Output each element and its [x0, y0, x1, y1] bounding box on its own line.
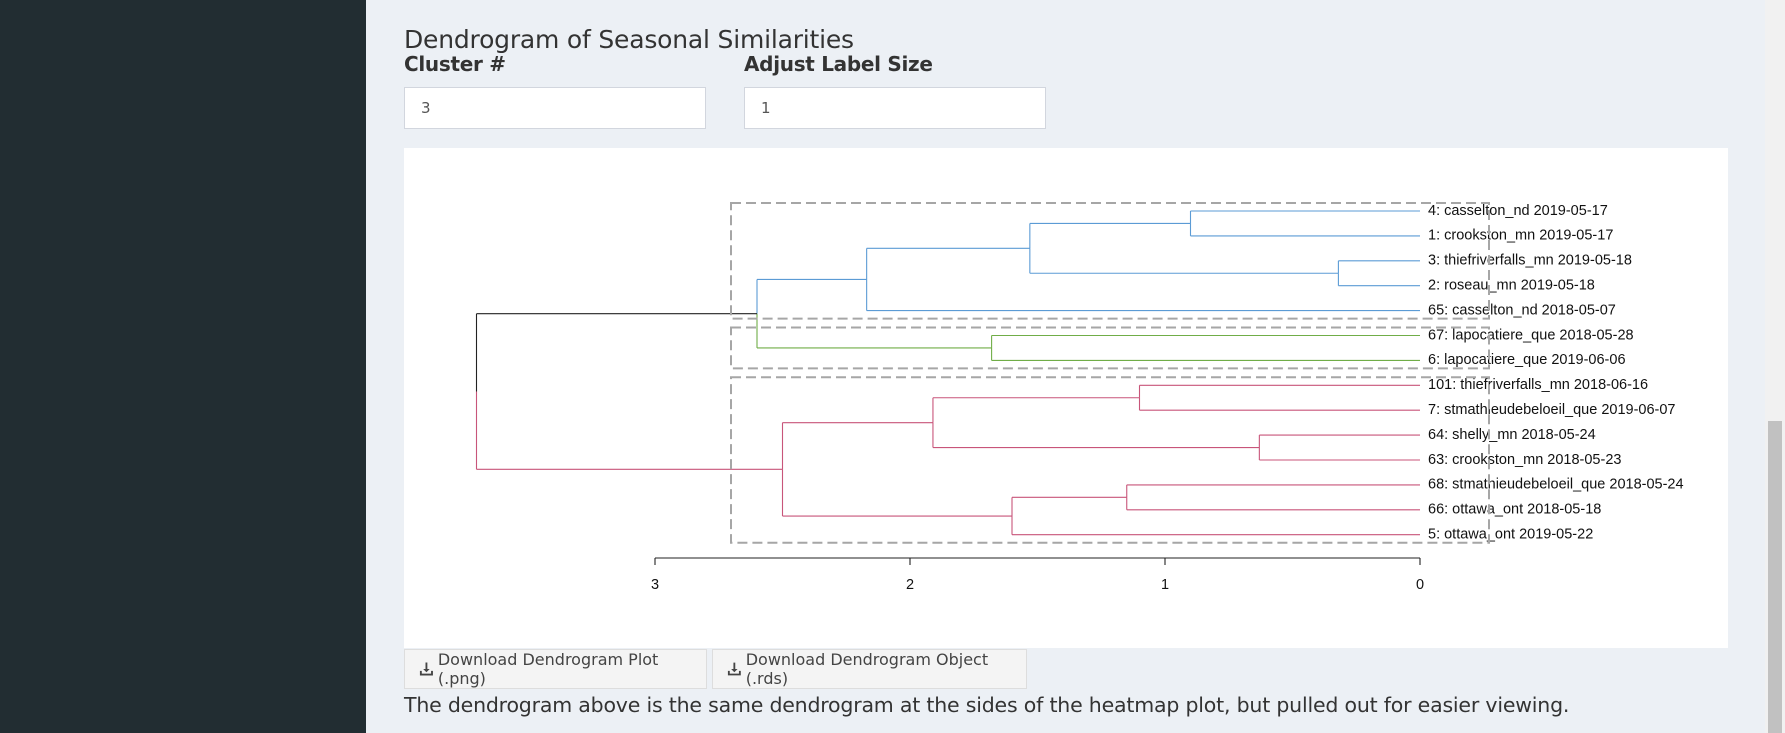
label-size-label: Adjust Label Size — [744, 52, 933, 76]
dendrogram-plot: 4: casselton_nd 2019-05-17 1: crookston_m… — [404, 148, 1728, 648]
dendrogram-leaf-label: 65: casselton_nd 2018-05-07 — [1428, 302, 1616, 318]
x-axis-tick-label: 1 — [1161, 577, 1169, 593]
x-axis-tick-label: 3 — [651, 577, 659, 593]
dendrogram-leaf-label: 67: lapocatiere_que 2018-05-28 — [1428, 327, 1634, 343]
download-png-button[interactable]: Download Dendrogram Plot (.png) — [404, 649, 707, 689]
download-rds-label: Download Dendrogram Object (.rds) — [745, 650, 989, 688]
cluster-number-label: Cluster # — [404, 52, 506, 76]
sidebar — [0, 0, 366, 733]
dendrogram-leaf-label: 2: roseau_mn 2019-05-18 — [1428, 278, 1595, 294]
cluster-box — [730, 326, 1490, 370]
dendrogram-leaf-label: 66: ottawa_ont 2018-05-18 — [1428, 502, 1601, 518]
download-icon — [727, 662, 741, 676]
cluster-box — [730, 376, 1490, 544]
label-size-input[interactable] — [744, 87, 1046, 129]
scrollbar-thumb[interactable] — [1768, 421, 1782, 733]
dendrogram-leaf-label: 68: stmathieudebeloeil_que 2018-05-24 — [1428, 477, 1684, 493]
dendrogram-leaf-label: 7: stmathieudebeloeil_que 2019-06-07 — [1428, 402, 1676, 418]
dendrogram-leaf-label: 63: crookston_mn 2018-05-23 — [1428, 452, 1621, 468]
x-axis-tick-label: 2 — [906, 577, 914, 593]
dendrogram-leaf-label: 64: shelly_mn 2018-05-24 — [1428, 427, 1596, 443]
download-icon — [419, 662, 433, 676]
dendrogram-leaf-label: 5: ottawa_ont 2019-05-22 — [1428, 527, 1593, 543]
dendrogram-leaf-label: 3: thiefriverfalls_mn 2019-05-18 — [1428, 253, 1632, 269]
download-png-label: Download Dendrogram Plot (.png) — [437, 650, 659, 688]
cluster-number-input[interactable] — [404, 87, 706, 129]
dendrogram-leaf-label: 101: thiefriverfalls_mn 2018-06-16 — [1428, 377, 1648, 393]
dendrogram-svg: 4: casselton_nd 2019-05-17 1: crookston_m… — [475, 202, 1684, 593]
download-rds-button[interactable]: Download Dendrogram Object (.rds) — [712, 649, 1027, 689]
dendrogram-leaf-label: 1: crookston_mn 2019-05-17 — [1428, 228, 1613, 244]
dendrogram-leaf-label: 6: lapocatiere_que 2019-06-06 — [1428, 352, 1626, 368]
x-axis-tick-label: 0 — [1416, 577, 1424, 593]
caption-text: The dendrogram above is the same dendrog… — [404, 693, 1570, 717]
cluster-box — [730, 202, 1490, 320]
dendrogram-leaf-label: 4: casselton_nd 2019-05-17 — [1428, 203, 1608, 219]
page-title: Dendrogram of Seasonal Similarities — [404, 24, 854, 54]
